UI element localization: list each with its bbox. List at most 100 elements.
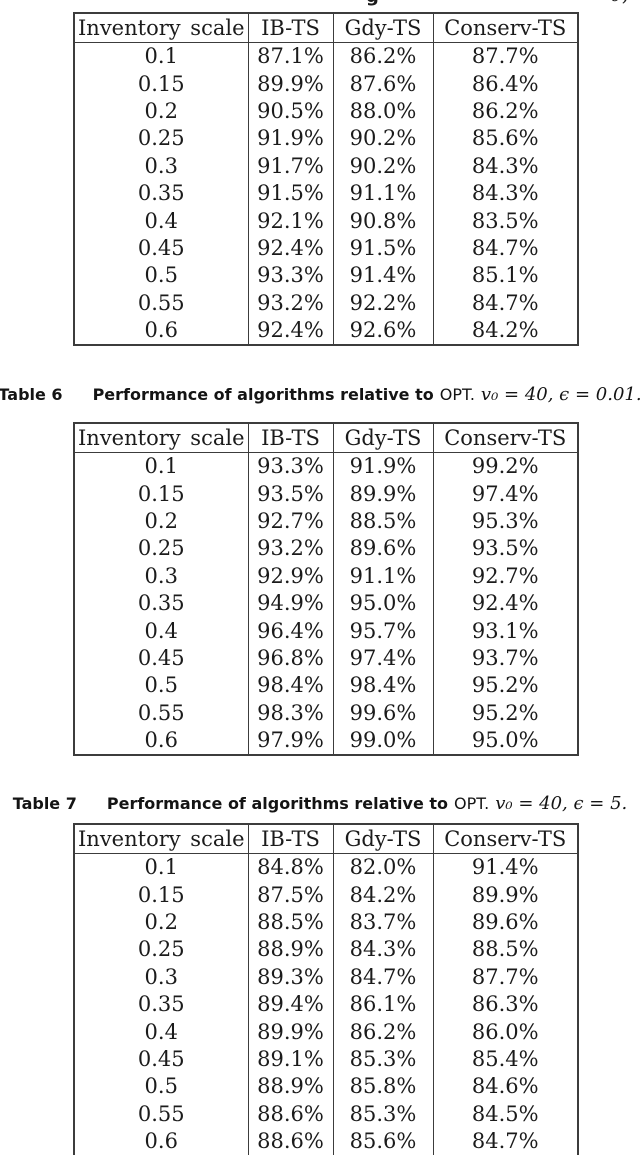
data-cell: 0.3 — [73, 562, 248, 590]
data-cell: 0.55 — [73, 289, 248, 317]
data-cell: 89.3% — [247, 963, 333, 991]
data-cell: 93.7% — [432, 644, 578, 673]
table-row: 0.15 93.5% 89.9% 97.4% — [73, 480, 578, 508]
data-cell: 91.1% — [332, 562, 433, 590]
data-cell: 88.5% — [332, 507, 433, 536]
data-cell: 84.3% — [432, 179, 578, 208]
data-cell: 0.1 — [73, 42, 248, 71]
data-cell: 83.5% — [432, 207, 578, 235]
data-cell: 92.4% — [432, 589, 578, 618]
data-cell: 91.4% — [332, 262, 433, 290]
header-row: Inventory scale IB-TS Gdy-TS Conserv-TS — [73, 13, 578, 43]
data-cell: 95.3% — [432, 507, 578, 536]
data-cell: 84.6% — [432, 1073, 578, 1101]
data-cell: 0.2 — [73, 507, 248, 536]
data-cell: 92.1% — [247, 207, 333, 235]
data-cell: 86.1% — [332, 990, 433, 1019]
data-cell: 0.2 — [73, 97, 248, 126]
data-cell: 86.4% — [432, 70, 578, 98]
data-cell: 92.6% — [332, 316, 433, 346]
data-cell: 93.5% — [432, 535, 578, 563]
data-cell: 0.35 — [73, 990, 248, 1019]
table-row: 0.25 93.2% 89.6% 93.5% — [73, 535, 578, 563]
data-cell: 97.4% — [332, 644, 433, 673]
data-cell: 91.7% — [247, 152, 333, 180]
data-cell: 0.55 — [73, 1100, 248, 1128]
table-row: 0.55 88.6% 85.3% 84.5% — [73, 1100, 578, 1128]
data-cell: 93.2% — [247, 535, 333, 563]
table-row: 0.5 98.4% 98.4% 95.2% — [73, 672, 578, 700]
data-cell: 0.45 — [73, 644, 248, 673]
table-row: 0.5 88.9% 85.8% 84.6% — [73, 1073, 578, 1101]
data-cell: 0.4 — [73, 1018, 248, 1046]
data-cell: 95.2% — [432, 672, 578, 700]
data-cell: 0.45 — [73, 1045, 248, 1074]
table6-caption-math: v₀ = 40, ϵ = 0.01. — [480, 384, 640, 405]
data-cell: 99.0% — [332, 726, 433, 756]
table-row: 0.2 92.7% 88.5% 95.3% — [73, 507, 578, 536]
data-cell: 86.2% — [332, 1018, 433, 1046]
table7-caption-math: v₀ = 40, ϵ = 5. — [495, 793, 628, 814]
table7-caption-label: Table 7 — [12, 794, 77, 813]
data-cell: 0.25 — [73, 535, 248, 563]
table-row: 0.55 98.3% 99.6% 95.2% — [73, 699, 578, 727]
table-row: 0.4 89.9% 86.2% 86.0% — [73, 1018, 578, 1046]
data-cell: 89.4% — [247, 990, 333, 1019]
data-cell: 92.7% — [247, 507, 333, 536]
data-cell: 96.8% — [247, 644, 333, 673]
data-cell: 89.9% — [332, 480, 433, 508]
data-cell: 96.4% — [247, 617, 333, 645]
table-row: 0.1 84.8% 82.0% 91.4% — [73, 853, 578, 882]
table6-caption-text: Performance of algorithms relative to — [92, 385, 434, 404]
data-cell: 93.2% — [247, 289, 333, 317]
data-cell: 0.55 — [73, 699, 248, 727]
table7-caption-text: Performance of algorithms relative to — [106, 794, 449, 813]
header-cell: Gdy-TS — [332, 13, 433, 43]
data-cell: 84.3% — [432, 152, 578, 180]
clipped-letter-descender: g — [366, 0, 379, 7]
data-cell: 91.5% — [332, 234, 433, 263]
data-cell: 0.1 — [73, 452, 248, 481]
data-cell: 93.3% — [247, 262, 333, 290]
data-cell: 98.3% — [247, 699, 333, 727]
table7-caption: Table 7 Performance of algorithms relati… — [0, 793, 640, 814]
data-cell: 98.4% — [332, 672, 433, 700]
data-cell: 88.9% — [247, 1073, 333, 1101]
header-cell: IB-TS — [247, 13, 333, 43]
performance-table-untitled: Inventory scale IB-TS Gdy-TS Conserv-TS 0.1 8… — [73, 12, 579, 347]
table-row: 0.4 92.1% 90.8% 83.5% — [73, 207, 578, 235]
data-cell: 0.1 — [73, 853, 248, 882]
data-cell: 91.9% — [247, 125, 333, 153]
data-cell: 89.9% — [247, 70, 333, 98]
data-cell: 0.3 — [73, 152, 248, 180]
data-cell: 85.3% — [332, 1045, 433, 1074]
data-cell: 90.8% — [332, 207, 433, 235]
clipped-caption-fragment: g 0, — [0, 0, 640, 7]
table-row: 0.6 92.4% 92.6% 84.2% — [73, 316, 578, 346]
performance-table-7: Inventory scale IB-TS Gdy-TS Conserv-TS 0.1 8… — [73, 823, 579, 1155]
data-cell: 92.2% — [332, 289, 433, 317]
data-cell: 0.5 — [73, 262, 248, 290]
data-cell: 88.9% — [247, 936, 333, 964]
table-row: 0.25 88.9% 84.3% 88.5% — [73, 936, 578, 964]
table-row: 0.2 88.5% 83.7% 89.6% — [73, 908, 578, 937]
table-row: 0.35 94.9% 95.0% 92.4% — [73, 589, 578, 618]
data-cell: 84.7% — [432, 1127, 578, 1155]
data-cell: 97.4% — [432, 480, 578, 508]
header-row: Inventory scale IB-TS Gdy-TS Conserv-TS — [73, 824, 578, 854]
table-row: 0.55 93.2% 92.2% 84.7% — [73, 289, 578, 317]
data-cell: 92.4% — [247, 316, 333, 346]
data-cell: 88.5% — [247, 908, 333, 937]
data-cell: 84.5% — [432, 1100, 578, 1128]
data-cell: 84.7% — [432, 289, 578, 317]
header-cell: Gdy-TS — [332, 423, 433, 453]
data-cell: 84.2% — [432, 316, 578, 346]
header-row: Inventory scale IB-TS Gdy-TS Conserv-TS — [73, 423, 578, 453]
data-cell: 83.7% — [332, 908, 433, 937]
header-cell: Conserv-TS — [432, 13, 578, 43]
data-cell: 85.3% — [332, 1100, 433, 1128]
data-cell: 0.15 — [73, 881, 248, 909]
data-cell: 0.15 — [73, 70, 248, 98]
data-cell: 88.6% — [247, 1100, 333, 1128]
